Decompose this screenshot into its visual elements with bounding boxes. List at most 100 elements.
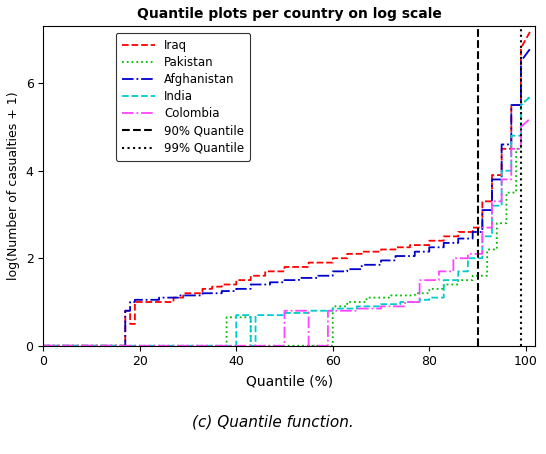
India: [281, 312, 288, 318]
Colombia: [518, 146, 524, 152]
Line: Afghanistan: Afghanistan: [43, 48, 531, 346]
India: [489, 234, 495, 239]
Pakistan: [426, 291, 432, 296]
Pakistan: [363, 299, 370, 305]
India: [354, 306, 360, 311]
Line: Iraq: Iraq: [43, 31, 531, 346]
Pakistan: [329, 304, 336, 309]
Pakistan: [513, 190, 519, 195]
India: [455, 277, 461, 283]
Colombia: [402, 304, 408, 309]
Colombia: [436, 277, 442, 283]
Pakistan: [40, 343, 46, 349]
Afghanistan: [218, 291, 225, 296]
India: [252, 312, 259, 318]
Pakistan: [455, 282, 461, 287]
India: [417, 297, 423, 302]
India: [489, 203, 495, 208]
Pakistan: [455, 277, 461, 283]
Pakistan: [387, 295, 394, 301]
Colombia: [233, 343, 240, 349]
Pakistan: [387, 293, 394, 298]
Afghanistan: [441, 240, 447, 246]
India: [426, 295, 432, 301]
Pakistan: [503, 190, 510, 195]
India: [527, 94, 534, 99]
Pakistan: [252, 343, 259, 349]
Colombia: [498, 198, 505, 204]
Pakistan: [518, 146, 524, 152]
Colombia: [479, 225, 485, 230]
Pakistan: [503, 221, 510, 226]
India: [508, 168, 514, 173]
Pakistan: [412, 291, 418, 296]
90% Quantile: [474, 343, 481, 349]
India: [465, 269, 471, 274]
India: [426, 297, 432, 302]
India: [498, 203, 505, 208]
India: [40, 343, 46, 349]
Y-axis label: log(Number of casualties + 1): log(Number of casualties + 1): [7, 92, 20, 280]
Colombia: [247, 343, 254, 349]
Pakistan: [518, 102, 524, 108]
India: [479, 234, 485, 239]
Pakistan: [363, 295, 370, 301]
Pakistan: [412, 293, 418, 298]
India: [252, 343, 259, 349]
Colombia: [325, 343, 331, 349]
Iraq: [527, 28, 534, 34]
Line: Pakistan: Pakistan: [43, 96, 531, 346]
Afghanistan: [40, 343, 46, 349]
90% Quantile: [474, 299, 481, 305]
Pakistan: [344, 299, 351, 305]
India: [441, 277, 447, 283]
Colombia: [465, 251, 471, 257]
India: [305, 308, 312, 313]
India: [441, 295, 447, 301]
India: [498, 168, 505, 173]
Pakistan: [441, 286, 447, 291]
Pakistan: [527, 94, 534, 99]
India: [465, 256, 471, 261]
Pakistan: [494, 247, 500, 252]
X-axis label: Quantile (%): Quantile (%): [246, 374, 333, 388]
Colombia: [305, 308, 312, 313]
India: [397, 299, 403, 305]
Colombia: [465, 256, 471, 261]
India: [281, 310, 288, 316]
Colombia: [498, 177, 505, 182]
Colombia: [417, 299, 423, 305]
Pakistan: [247, 343, 254, 349]
Iraq: [518, 102, 524, 108]
Colombia: [489, 225, 495, 230]
Iraq: [441, 234, 447, 239]
Afghanistan: [218, 288, 225, 294]
Colombia: [518, 124, 524, 130]
India: [378, 304, 384, 309]
Colombia: [378, 304, 384, 309]
Pakistan: [470, 277, 476, 283]
Title: Quantile plots per country on log scale: Quantile plots per country on log scale: [137, 7, 442, 21]
Colombia: [281, 308, 288, 313]
India: [233, 312, 240, 318]
Pakistan: [470, 273, 476, 278]
99% Quantile: [518, 343, 524, 349]
Colombia: [489, 198, 495, 204]
Colombia: [527, 115, 534, 121]
India: [247, 312, 254, 318]
Pakistan: [223, 343, 230, 349]
Colombia: [417, 277, 423, 283]
Colombia: [402, 299, 408, 305]
Afghanistan: [518, 102, 524, 108]
India: [329, 306, 336, 311]
India: [305, 310, 312, 316]
Legend: Iraq, Pakistan, Afghanistan, India, Colombia, 90% Quantile, 99% Quantile: Iraq, Pakistan, Afghanistan, India, Colo…: [116, 33, 250, 161]
Colombia: [378, 306, 384, 311]
India: [233, 343, 240, 349]
India: [378, 301, 384, 307]
India: [417, 299, 423, 305]
India: [518, 133, 524, 138]
Pakistan: [252, 343, 259, 349]
Afghanistan: [479, 207, 485, 213]
Colombia: [450, 269, 456, 274]
